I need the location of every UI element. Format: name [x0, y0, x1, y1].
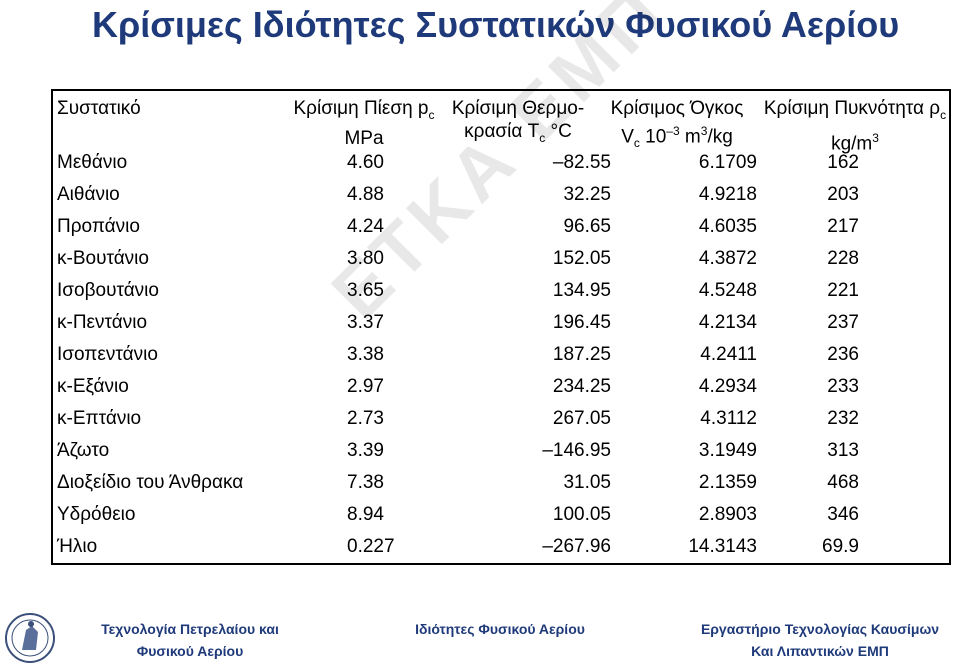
cell-pressure: 3.37 — [347, 312, 384, 333]
cell-density: 162 — [827, 152, 859, 173]
cell-density: 203 — [827, 184, 859, 205]
cell-volume: 4.6035 — [698, 216, 757, 237]
table-body: Μεθάνιο 4.60 –82.55 6.1709 162 Αιθάνιο 4.88 32.… — [53, 147, 949, 563]
cell-volume: 4.2134 — [698, 312, 757, 333]
table-row: Ήλιο 0.227 –267.96 14.3143 69.9 — [53, 531, 949, 563]
cell-component: Διοξείδιο του Άνθρακα — [57, 472, 244, 493]
footer-lab: Εργαστήριο Τεχνολογίας Καυσίμων Και Λιπαν… — [700, 621, 940, 659]
cell-pressure: 3.38 — [347, 344, 384, 365]
cell-temperature: 134.95 — [552, 280, 611, 301]
cell-temperature: 31.05 — [563, 472, 611, 493]
cell-component: κ-Πεντάνιο — [57, 312, 148, 333]
table-row: κ-Βουτάνιο 3.80 152.05 4.3872 228 — [53, 243, 949, 275]
cell-density: 313 — [827, 440, 859, 461]
cell-temperature: 100.05 — [552, 504, 611, 525]
cell-temperature: –146.95 — [542, 440, 611, 461]
table-row: Μεθάνιο 4.60 –82.55 6.1709 162 — [53, 147, 949, 179]
cell-pressure: 2.97 — [347, 376, 384, 397]
cell-component: Ισοβουτάνιο — [57, 280, 159, 301]
cell-component: κ-Επτάνιο — [57, 408, 142, 429]
cell-temperature: 32.25 — [563, 184, 611, 205]
table-row: Ισοπεντάνιο 3.38 187.25 4.2411 236 — [53, 339, 949, 371]
cell-pressure: 0.227 — [347, 536, 395, 557]
cell-density: 346 — [827, 504, 859, 525]
cell-density: 237 — [827, 312, 859, 333]
cell-component: Υδρόθειο — [57, 504, 136, 525]
header-density: Κρίσιμη Πυκνότητα ρc kg/m3 — [763, 98, 947, 155]
cell-component: Προπάνιο — [57, 216, 140, 237]
cell-pressure: 2.73 — [347, 408, 384, 429]
cell-volume: 4.3872 — [698, 248, 757, 269]
cell-density: 217 — [827, 216, 859, 237]
cell-pressure: 4.24 — [347, 216, 384, 237]
table-row: Άζωτο 3.39 –146.95 3.1949 313 — [53, 435, 949, 467]
cell-component: Άζωτο — [57, 440, 110, 461]
cell-pressure: 3.80 — [347, 248, 384, 269]
cell-pressure: 3.65 — [347, 280, 384, 301]
cell-component: Αιθάνιο — [57, 184, 120, 205]
table-row: Προπάνιο 4.24 96.65 4.6035 217 — [53, 211, 949, 243]
cell-pressure: 4.88 — [347, 184, 384, 205]
cell-density: 232 — [827, 408, 859, 429]
university-seal-icon — [5, 613, 55, 663]
table-header-row: Συστατικό Κρίσιμη Πίεση pc MPa Κρίσιμη Θ… — [53, 91, 949, 155]
cell-pressure: 4.60 — [347, 152, 384, 173]
cell-pressure: 8.94 — [347, 504, 384, 525]
cell-volume: 14.3143 — [688, 536, 757, 557]
cell-temperature: 234.25 — [552, 376, 611, 397]
cell-density: 236 — [827, 344, 859, 365]
cell-temperature: 96.65 — [563, 216, 611, 237]
cell-component: κ-Εξάνιο — [57, 376, 129, 397]
cell-density: 69.9 — [822, 536, 859, 557]
footer-topic: Ιδιότητες Φυσικού Αερίου — [415, 621, 585, 637]
cell-pressure: 7.38 — [347, 472, 384, 493]
cell-component: κ-Βουτάνιο — [57, 248, 149, 269]
cell-temperature: 196.45 — [552, 312, 611, 333]
cell-volume: 4.2934 — [698, 376, 757, 397]
cell-volume: 4.9218 — [698, 184, 757, 205]
cell-temperature: –267.96 — [542, 536, 611, 557]
table-row: Υδρόθειο 8.94 100.05 2.8903 346 — [53, 499, 949, 531]
cell-volume: 6.1709 — [698, 152, 757, 173]
table-row: κ-Εξάνιο 2.97 234.25 4.2934 233 — [53, 371, 949, 403]
cell-volume: 2.1359 — [698, 472, 757, 493]
header-pressure: Κρίσιμη Πίεση pc MPa — [293, 98, 435, 149]
cell-density: 233 — [827, 376, 859, 397]
cell-density: 228 — [827, 248, 859, 269]
cell-volume: 4.3112 — [700, 408, 757, 429]
cell-pressure: 3.39 — [347, 440, 384, 461]
cell-temperature: 152.05 — [552, 248, 611, 269]
footer-course: Τεχνολογία Πετρελαίου και Φυσικού Αερίου — [101, 621, 279, 659]
cell-component: Ήλιο — [57, 536, 98, 557]
cell-density: 221 — [827, 280, 859, 301]
table-row: Αιθάνιο 4.88 32.25 4.9218 203 — [53, 179, 949, 211]
cell-temperature: 187.25 — [552, 344, 611, 365]
cell-temperature: –82.55 — [552, 152, 611, 173]
cell-temperature: 267.05 — [552, 408, 611, 429]
cell-volume: 4.5248 — [698, 280, 757, 301]
header-component: Συστατικό — [57, 98, 141, 119]
cell-volume: 2.8903 — [698, 504, 757, 525]
cell-volume: 3.1949 — [698, 440, 757, 461]
cell-component: Μεθάνιο — [57, 152, 128, 173]
cell-component: Ισοπεντάνιο — [57, 344, 158, 365]
table-row: κ-Πεντάνιο 3.37 196.45 4.2134 237 — [53, 307, 949, 339]
header-temperature: Κρίσιμη Θερμο- κρασία Tc °C — [451, 98, 585, 145]
page-title: Κρίσιμες Ιδιότητες Συστατικών Φυσικού Αε… — [92, 4, 900, 45]
cell-density: 468 — [827, 472, 859, 493]
table-row: κ-Επτάνιο 2.73 267.05 4.3112 232 — [53, 403, 949, 435]
table-row: Ισοβουτάνιο 3.65 134.95 4.5248 221 — [53, 275, 949, 307]
header-volume: Κρίσιμος Όγκος Vc 10–3 m3/kg — [610, 98, 744, 151]
cell-volume: 4.2411 — [700, 344, 757, 365]
critical-properties-table: Συστατικό Κρίσιμη Πίεση pc MPa Κρίσιμη Θ… — [51, 89, 951, 565]
table-row: Διοξείδιο του Άνθρακα 7.38 31.05 2.1359 468 — [53, 467, 949, 499]
